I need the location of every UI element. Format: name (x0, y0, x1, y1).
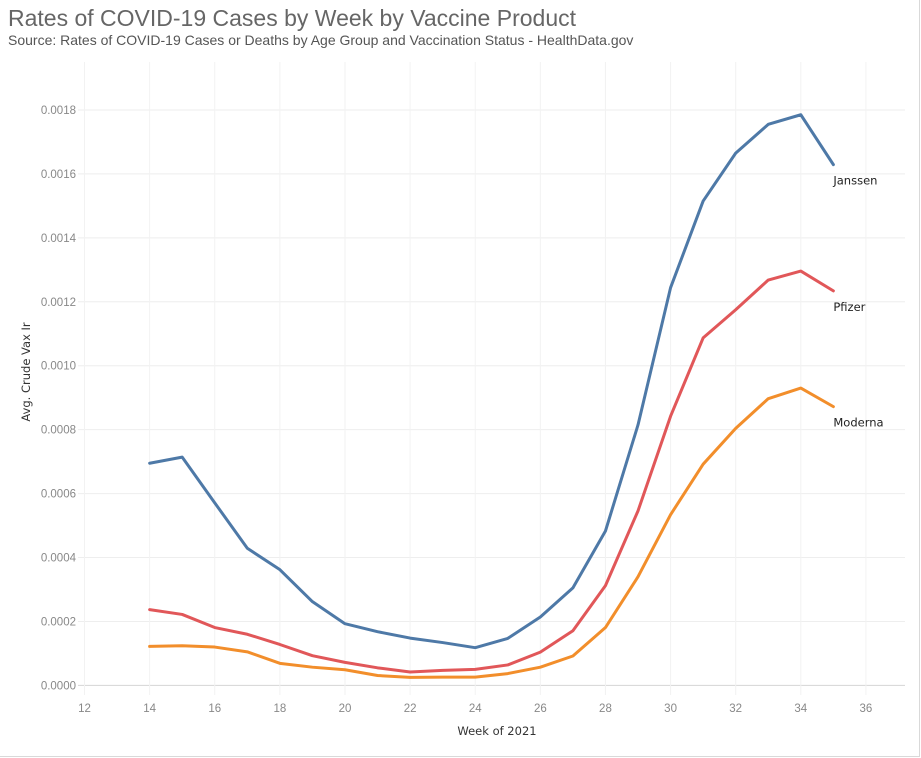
y-tick-label: 0.0018 (41, 105, 76, 117)
x-tick-label: 26 (534, 703, 547, 715)
x-tick-label: 32 (729, 703, 742, 715)
y-tick-label: 0.0012 (41, 297, 76, 309)
x-tick-label: 12 (78, 703, 91, 715)
x-tick-label: 30 (664, 703, 677, 715)
y-tick-label: 0.0004 (41, 553, 77, 565)
x-tick-label: 20 (339, 703, 352, 715)
x-axis-title: Week of 2021 (457, 724, 536, 738)
x-tick-label: 18 (273, 703, 286, 715)
x-tick-label: 28 (599, 703, 612, 715)
x-tick-label: 36 (860, 703, 873, 715)
tick-labels: 0.0000 0.0002 0.0004 0.0006 0.0008 0.0010 0.00… (41, 105, 873, 715)
y-tick-label: 0.0002 (41, 616, 76, 628)
x-tick-label: 22 (404, 703, 417, 715)
x-tick-label: 16 (208, 703, 221, 715)
series-line-pfizer (148, 269, 835, 674)
series-labels: Janssen Pfizer Moderna (832, 174, 883, 430)
y-tick-label: 0.0014 (41, 233, 77, 245)
x-tick-label: 14 (143, 703, 156, 715)
y-tick-label: 0.0010 (41, 361, 76, 373)
y-tick-label: 0.0000 (41, 680, 76, 692)
y-tick-label: 0.0006 (41, 489, 76, 501)
x-tick-label: 34 (794, 703, 807, 715)
gridlines (78, 62, 905, 695)
y-tick-label: 0.0008 (41, 425, 76, 437)
series-label-moderna: Moderna (833, 416, 883, 430)
y-axis-title: Avg. Crude Vax Ir (19, 322, 33, 422)
series-lines (148, 113, 835, 679)
x-tick-label: 24 (469, 703, 482, 715)
y-tick-label: 0.0016 (41, 169, 76, 181)
series-line-moderna (148, 386, 835, 679)
series-label-janssen: Janssen (832, 174, 877, 188)
series-label-pfizer: Pfizer (833, 300, 865, 314)
series-line-janssen (148, 113, 835, 650)
chart-title: Rates of COVID-19 Cases by Week by Vacci… (8, 5, 577, 31)
chart-subtitle: Source: Rates of COVID-19 Cases or Death… (8, 32, 634, 48)
